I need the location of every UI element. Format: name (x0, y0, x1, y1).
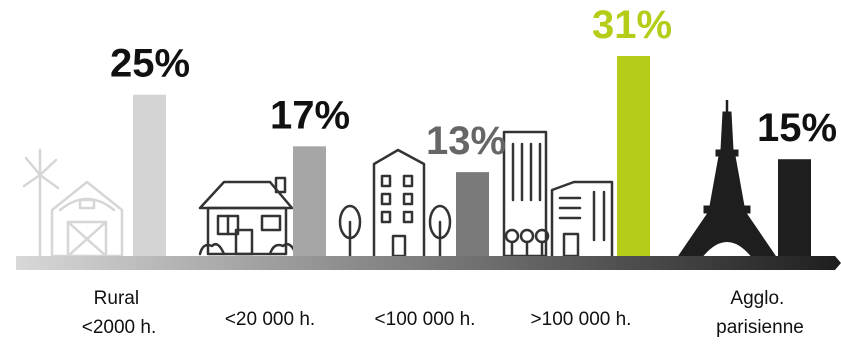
bar-under-100000 (456, 172, 489, 256)
bar-over-100000 (617, 56, 650, 256)
city-buildings-icon (502, 130, 614, 258)
bar-rural (133, 94, 166, 256)
eiffel-tower-icon (677, 100, 777, 258)
category-label-rural: Rural <2000 h. (82, 288, 157, 338)
category-label-agglo-parisienne: Agglo. parisienne (716, 288, 804, 338)
value-label-over-100000: 31% (592, 3, 672, 47)
value-label-rural: 25% (110, 42, 190, 86)
bar-under-20000 (293, 146, 326, 256)
value-label-agglo-parisienne: 15% (757, 106, 837, 150)
category-label-under-20000: <20 000 h. (225, 309, 315, 330)
apartment-trees-icon (338, 148, 452, 258)
windmill-barn-icon (22, 148, 124, 258)
category-label-over-100000: >100 000 h. (531, 309, 632, 330)
category-label-under-100000: <100 000 h. (375, 309, 476, 330)
house-icon (198, 176, 298, 256)
bar-agglo-parisienne (778, 159, 811, 256)
value-label-under-20000: 17% (270, 93, 350, 137)
axis-band (16, 256, 841, 270)
value-label-under-100000: 13% (426, 119, 506, 163)
